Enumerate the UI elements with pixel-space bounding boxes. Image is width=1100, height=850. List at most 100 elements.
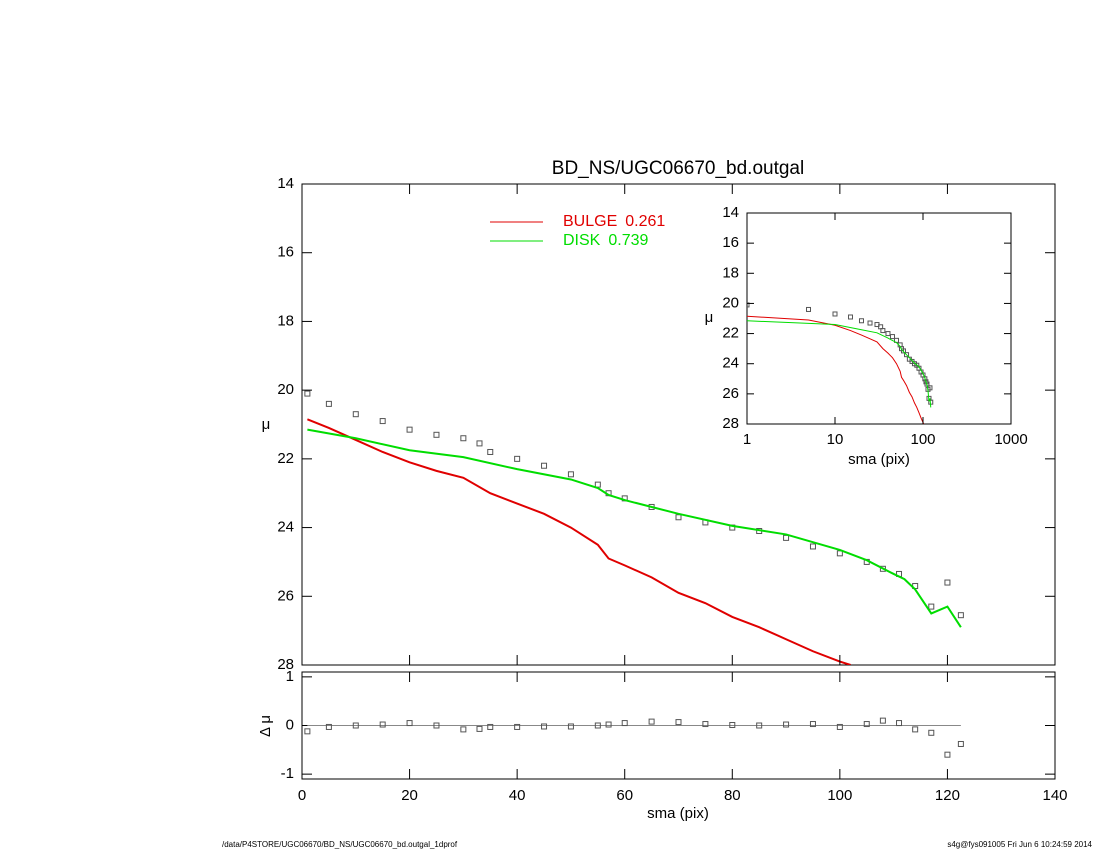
residual-point <box>896 720 903 727</box>
x-tick-label: 100 <box>827 787 852 804</box>
model-line <box>307 418 851 665</box>
y-tick-label: 28 <box>722 415 739 432</box>
data-point <box>747 302 750 308</box>
x-tick-label: 80 <box>724 787 741 804</box>
data-point <box>904 352 910 358</box>
residual-point <box>514 723 521 730</box>
data-point <box>928 603 935 610</box>
residual-point <box>567 723 574 730</box>
x-tick-label: 1000 <box>994 431 1027 448</box>
residual-point <box>648 718 655 725</box>
inset-plot <box>747 302 934 424</box>
y-tick-label: -1 <box>281 765 294 782</box>
legend-name: BULGE <box>563 213 617 230</box>
residual-point <box>379 721 386 728</box>
y-tick-label: 22 <box>722 325 739 342</box>
residual-point <box>863 721 870 728</box>
y-tick-label: 24 <box>722 355 739 372</box>
legend-label: DISK 0.739 <box>563 232 648 249</box>
x-tick-label: 120 <box>935 787 960 804</box>
legend-name: DISK <box>563 232 601 249</box>
data-point <box>806 306 812 312</box>
residual-point <box>621 720 628 727</box>
model-line <box>747 320 932 408</box>
data-point <box>832 311 838 317</box>
residual-point <box>304 728 311 735</box>
model-line <box>747 315 925 424</box>
y-tick-label: 18 <box>277 312 294 329</box>
residual-point <box>729 722 736 729</box>
residual-point <box>541 723 548 730</box>
y-tick-label: 16 <box>722 234 739 251</box>
x-tick-label: 10 <box>827 431 844 448</box>
data-point <box>594 481 601 488</box>
y-tick-label: 18 <box>722 264 739 281</box>
x-tick-label: 40 <box>509 787 526 804</box>
x-tick-label: 140 <box>1042 787 1067 804</box>
data-point <box>867 320 873 326</box>
x-tick-label: 1 <box>743 431 751 448</box>
data-point <box>957 612 964 619</box>
y-axis-label: Δ μ <box>257 715 274 737</box>
data-point <box>487 448 494 455</box>
y-tick-label: 0 <box>286 716 294 733</box>
x-tick-label: 0 <box>298 787 306 804</box>
y-tick-label: 14 <box>277 175 294 192</box>
residual-point <box>433 722 440 729</box>
data-point <box>541 462 548 469</box>
residual-point <box>352 722 359 729</box>
x-tick-label: 20 <box>401 787 418 804</box>
data-point <box>783 534 790 541</box>
data-point <box>847 314 853 320</box>
data-point <box>433 431 440 438</box>
y-tick-label: 26 <box>722 385 739 402</box>
data-point <box>406 426 413 433</box>
legend-fraction: 0.739 <box>608 232 648 249</box>
chart-title: BD_NS/UGC06670_bd.outgal <box>552 158 804 179</box>
data-point <box>889 334 895 340</box>
residual-point <box>487 723 494 730</box>
residual-point <box>809 721 816 728</box>
data-point <box>880 328 886 334</box>
data-point <box>325 400 332 407</box>
y-tick-label: 14 <box>722 204 739 221</box>
y-tick-label: 28 <box>277 656 294 673</box>
residual-point <box>675 719 682 726</box>
x-tick-label: 60 <box>616 787 633 804</box>
data-point <box>379 418 386 425</box>
x-axis-label: sma (pix) <box>647 805 709 822</box>
data-point <box>514 455 521 462</box>
data-point <box>567 471 574 478</box>
data-point <box>304 390 311 397</box>
residual-point <box>325 723 332 730</box>
residual-point <box>836 723 843 730</box>
y-tick-label: 22 <box>277 450 294 467</box>
data-point <box>476 440 483 447</box>
y-tick-label: 26 <box>277 587 294 604</box>
footer-left: /data/P4STORE/UGC06670/BD_NS/UGC06670_bd… <box>222 840 458 849</box>
residual-point <box>594 722 601 729</box>
residual-point <box>957 740 964 747</box>
model-line <box>307 428 962 628</box>
data-point <box>809 543 816 550</box>
data-point <box>675 514 682 521</box>
y-axis-label: μ <box>262 416 271 433</box>
data-point <box>885 331 891 337</box>
residual-point <box>460 726 467 733</box>
legend-label: BULGE 0.261 <box>563 213 665 230</box>
y-tick-label: 24 <box>277 519 294 536</box>
x-tick-label: 100 <box>910 431 935 448</box>
residual-point <box>912 726 919 733</box>
residual-point <box>702 721 709 728</box>
residual-point <box>756 722 763 729</box>
legend-fraction: 0.261 <box>625 213 665 230</box>
data-point <box>900 348 906 354</box>
y-axis-label: μ <box>705 309 714 326</box>
y-tick-label: 1 <box>286 668 294 685</box>
data-point <box>944 579 951 586</box>
residual-point <box>879 717 886 724</box>
y-tick-label: 20 <box>722 294 739 311</box>
data-point <box>352 411 359 418</box>
residual-point <box>605 721 612 728</box>
